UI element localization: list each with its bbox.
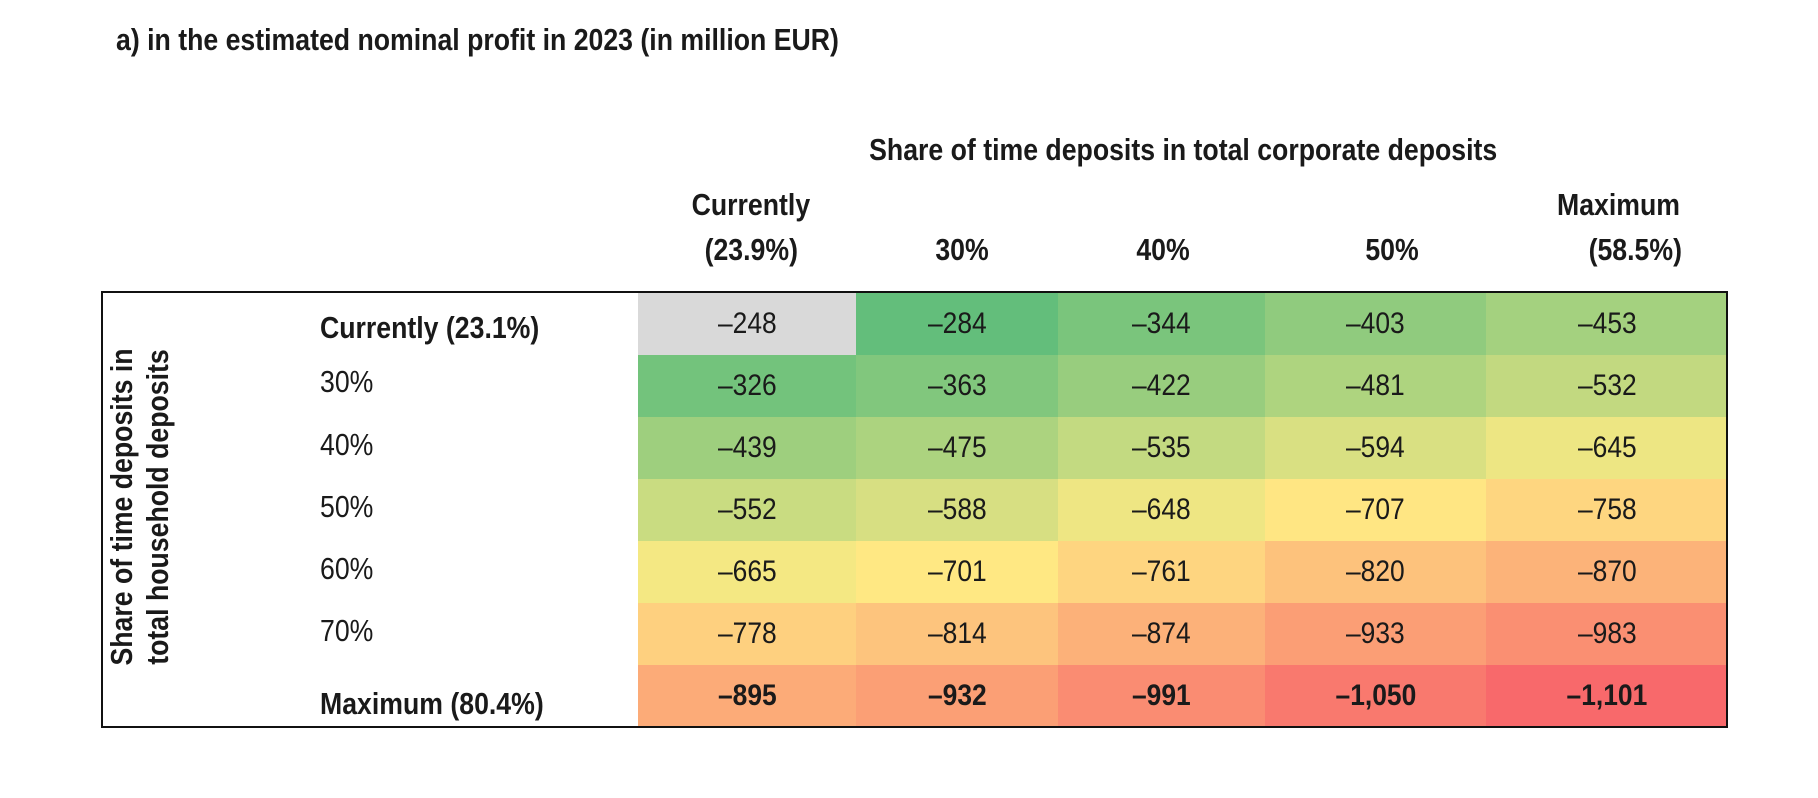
heatmap-cell: –1,050: [1265, 665, 1486, 727]
heatmap-cell: –761: [1058, 541, 1265, 603]
heatmap-cell: –403: [1265, 293, 1486, 355]
heatmap-cell: –439: [638, 417, 856, 479]
heatmap-cell: –895: [638, 665, 856, 727]
heatmap-cell: –665: [638, 541, 856, 603]
heatmap-cell: –983: [1486, 603, 1728, 665]
column-header-line1: Maximum: [1557, 187, 1680, 222]
heatmap-cell: –932: [856, 665, 1058, 727]
row-label: 70%: [320, 613, 374, 648]
column-axis-title: Share of time deposits in total corporat…: [868, 132, 1498, 167]
heatmap-cell: –814: [856, 603, 1058, 665]
heatmap-cell: –481: [1265, 355, 1486, 417]
heatmap-cell: –422: [1058, 355, 1265, 417]
row-label: Maximum (80.4%): [320, 686, 544, 721]
column-header-line1: [862, 182, 1062, 227]
heatmap-cell: –758: [1486, 479, 1728, 541]
column-header: 50%: [1292, 182, 1492, 272]
column-header-line2: 40%: [1136, 232, 1190, 267]
column-header-line1: [1292, 182, 1492, 227]
heatmap-cell: –532: [1486, 355, 1728, 417]
heatmap-cell: –778: [638, 603, 856, 665]
heatmap-cell: –284: [856, 293, 1058, 355]
heatmap-cell: –248: [638, 293, 856, 355]
heatmap-cell: –326: [638, 355, 856, 417]
column-header-line1: Currently: [691, 187, 811, 222]
column-header-line1: [1063, 182, 1263, 227]
heatmap-cell: –820: [1265, 541, 1486, 603]
heatmap-cell: –1,101: [1486, 665, 1728, 727]
chart-title: a) in the estimated nominal profit in 20…: [116, 22, 839, 57]
heatmap-cell: –707: [1265, 479, 1486, 541]
column-header: Currently (23.9%): [651, 182, 851, 272]
column-header-line2: 30%: [935, 232, 989, 267]
heatmap-cell: –933: [1265, 603, 1486, 665]
heatmap-cell: –594: [1265, 417, 1486, 479]
heatmap-cell: –344: [1058, 293, 1265, 355]
row-label: 40%: [320, 427, 374, 462]
heatmap-cell: –701: [856, 541, 1058, 603]
column-header-line2: (58.5%): [1589, 232, 1683, 267]
heatmap-cell: –552: [638, 479, 856, 541]
row-label: Currently (23.1%): [320, 310, 540, 345]
heatmap-cell: –363: [856, 355, 1058, 417]
column-header-line2: 50%: [1365, 232, 1419, 267]
heatmap-cell: –588: [856, 479, 1058, 541]
row-label: 50%: [320, 489, 374, 524]
heatmap-cell: –648: [1058, 479, 1265, 541]
column-header-line2: (23.9%): [704, 232, 798, 267]
column-header: 40%: [1063, 182, 1263, 272]
row-label: 60%: [320, 551, 374, 586]
heatmap-cell: –453: [1486, 293, 1728, 355]
column-header: 30%: [862, 182, 1062, 272]
heatmap-cell: –991: [1058, 665, 1265, 727]
heatmap-cell: –874: [1058, 603, 1265, 665]
heatmap-cell: –645: [1486, 417, 1728, 479]
row-label: 30%: [320, 364, 374, 399]
heatmap-cell: –870: [1486, 541, 1728, 603]
heatmap-cell: –535: [1058, 417, 1265, 479]
column-header: Maximum (58.5%): [1547, 182, 1690, 272]
table-frame: [101, 291, 1728, 728]
heatmap-cell: –475: [856, 417, 1058, 479]
